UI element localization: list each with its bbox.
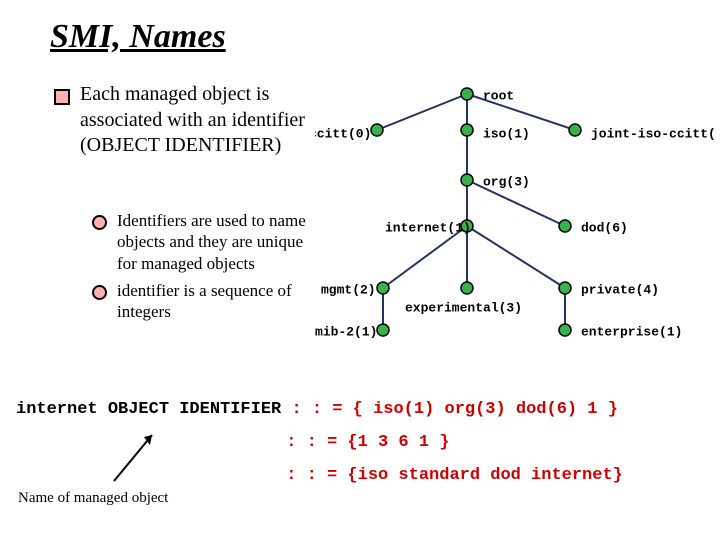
tree-node xyxy=(559,324,571,336)
tree-node-label: dod(6) xyxy=(581,220,628,235)
tree-node-label: root xyxy=(483,88,514,103)
slide-title: SMI, Names xyxy=(50,18,226,56)
bullet-icon xyxy=(92,215,107,230)
arrow-caption: Name of managed object xyxy=(18,490,168,507)
tree-node xyxy=(461,282,473,294)
arrow-icon xyxy=(108,433,168,493)
sub-bullet-list: Identifiers are used to name objects and… xyxy=(92,210,322,328)
tree-node xyxy=(461,174,473,186)
tree-node-label: private(4) xyxy=(581,282,659,297)
tree-node xyxy=(461,124,473,136)
tree-node-label: enterprise(1) xyxy=(581,324,682,339)
tree-node-label: ccitt(0) xyxy=(315,126,371,141)
tree-node-label: internet(1) xyxy=(385,220,471,235)
bullet-main: Each managed object is associated with a… xyxy=(54,82,324,159)
bullet-main-text: Each managed object is associated with a… xyxy=(80,82,324,159)
tree-node-label: experimental(3) xyxy=(405,300,522,315)
sub-bullet: identifier is a sequence of integers xyxy=(92,280,322,323)
def-row: internet OBJECT IDENTIFIER : : = { iso(1… xyxy=(16,400,706,419)
bullet-icon xyxy=(92,285,107,300)
tree-node xyxy=(569,124,581,136)
tree-node xyxy=(559,220,571,232)
tree-node-label: mgmt(2) xyxy=(321,282,376,297)
sub-bullet-text: identifier is a sequence of integers xyxy=(117,280,322,323)
tree-node xyxy=(377,282,389,294)
bullet-icon xyxy=(54,89,70,105)
tree-node xyxy=(377,324,389,336)
sub-bullet: Identifiers are used to name objects and… xyxy=(92,210,322,274)
tree-node xyxy=(559,282,571,294)
oid-tree-diagram: root ccitt(0) iso(1) joint-iso-ccitt(2) org(… xyxy=(315,78,715,358)
tree-node-label: org(3) xyxy=(483,174,530,189)
tree-node-label: mib-2(1) xyxy=(315,324,377,339)
tree-node-label: iso(1) xyxy=(483,126,530,141)
tree-node-label: joint-iso-ccitt(2) xyxy=(591,126,715,141)
tree-node xyxy=(371,124,383,136)
sub-bullet-text: Identifiers are used to name objects and… xyxy=(117,210,322,274)
tree-node xyxy=(461,88,473,100)
